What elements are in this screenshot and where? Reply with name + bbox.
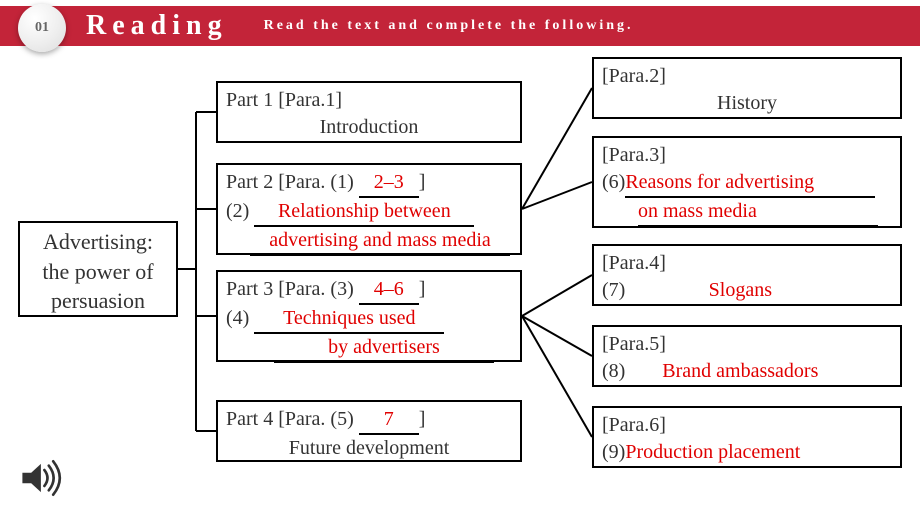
header: Reading Read the text and complete the f…	[0, 6, 920, 46]
para6-num: (9)	[602, 441, 625, 463]
part4-value: Future development	[226, 435, 512, 462]
part3-label: Part 3 [Para. (3)	[226, 278, 359, 300]
ans2a: Relationship between	[254, 198, 474, 227]
section-badge: 01	[18, 4, 66, 52]
speaker-icon[interactable]	[18, 456, 62, 500]
part1-box: Part 1 [Para.1] Introduction	[216, 81, 522, 143]
ans6b: on mass media	[638, 198, 878, 227]
para2-box: [Para.2] History	[592, 57, 902, 119]
para4-num: (7)	[602, 279, 625, 301]
ans9: Production placement	[625, 439, 865, 468]
ans3: 4–6	[359, 276, 419, 305]
part2-box: Part 2 [Para. (1) 2–3] (2) Relationship …	[216, 163, 522, 255]
ans6a: Reasons for advertising	[625, 169, 875, 198]
para4-box: [Para.4] (7) Slogans	[592, 244, 902, 306]
para3-box: [Para.3] (6)Reasons for advertising on m…	[592, 136, 902, 228]
root-l2: the power of	[42, 259, 153, 284]
ans5: 7	[359, 406, 419, 435]
part3-box: Part 3 [Para. (3) 4–6] (4) Techniques us…	[216, 270, 522, 362]
part2-label: Part 2 [Para. (1)	[226, 171, 359, 193]
para4-label: [Para.4]	[602, 252, 666, 274]
root-box: Advertising: the power of persuasion	[18, 221, 178, 317]
part2-n2: (2)	[226, 200, 254, 222]
para6-label: [Para.6]	[602, 414, 666, 436]
para3-num: (6)	[602, 171, 625, 193]
part4-label: Part 4 [Para. (5)	[226, 408, 359, 430]
part4-box: Part 4 [Para. (5) 7] Future development	[216, 400, 522, 462]
para2-value: History	[602, 90, 892, 117]
para3-label: [Para.3]	[602, 144, 666, 166]
ans2b: advertising and mass media	[250, 227, 510, 256]
root-l3: persuasion	[51, 288, 145, 313]
para6-box: [Para.6] (9)Production placement	[592, 406, 902, 468]
root-l1: Advertising:	[43, 229, 153, 254]
ans4a: Techniques used	[254, 305, 444, 334]
ans7: Slogans	[630, 277, 850, 306]
para5-label: [Para.5]	[602, 333, 666, 355]
header-subtitle: Read the text and complete the following…	[264, 18, 634, 34]
part3-n2: (4)	[226, 307, 254, 329]
para5-num: (8)	[602, 360, 625, 382]
part1-value: Introduction	[226, 114, 512, 141]
para2-label: [Para.2]	[602, 65, 666, 87]
ans4b: by advertisers	[274, 334, 494, 363]
part1-label: Part 1 [Para.1]	[226, 89, 342, 111]
header-title: Reading	[86, 10, 228, 42]
para5-box: [Para.5] (8) Brand ambassadors	[592, 325, 902, 387]
ans1: 2–3	[359, 169, 419, 198]
ans8: Brand ambassadors	[630, 358, 850, 387]
